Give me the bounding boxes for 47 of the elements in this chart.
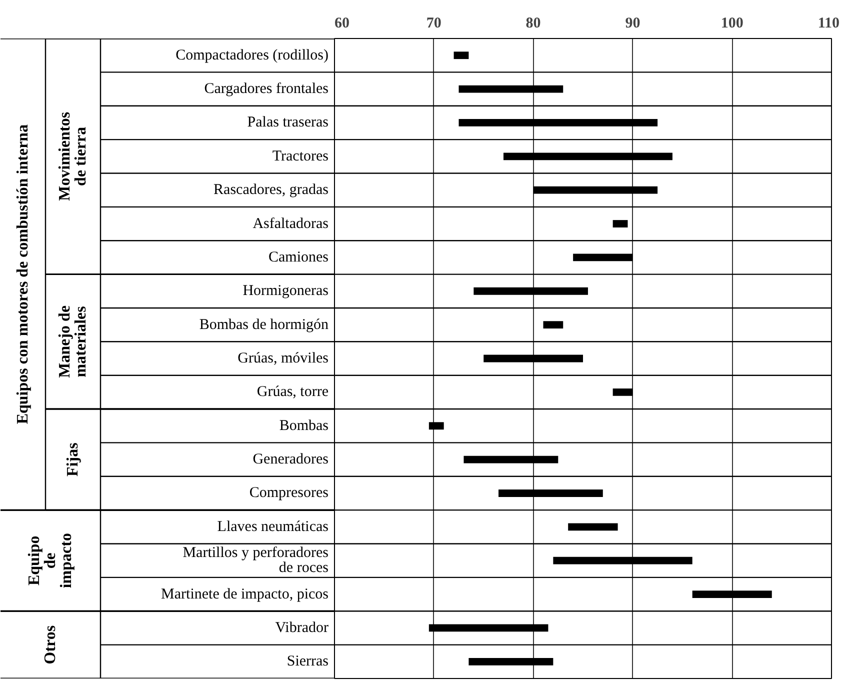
bar: [612, 220, 628, 228]
y-tick-label: Grúas, móviles: [238, 350, 329, 366]
bar: [503, 152, 672, 160]
y-tick-label: Generadores: [252, 452, 329, 468]
x-tick-label: 70: [426, 16, 442, 32]
y-tick-label: Palas traseras: [247, 114, 329, 131]
bar: [468, 658, 554, 666]
y-tick-label: Hormigoneras: [242, 283, 329, 300]
bar: [498, 490, 603, 497]
y-tick-label: Compresores: [249, 485, 329, 502]
x-tick-label: 80: [526, 16, 541, 32]
bar: [612, 388, 633, 396]
bar: [454, 52, 469, 60]
x-tick-label: 110: [818, 16, 840, 32]
y-tick-label: Grúas, torre: [256, 384, 329, 400]
y-tick-label: Cargadores frontales: [204, 81, 329, 98]
y-tick-label: Rascadores, gradas: [214, 182, 329, 198]
bar: [543, 321, 564, 329]
y-tick-label: Llaves neumáticas: [217, 518, 329, 535]
x-tick-label: 100: [720, 16, 744, 32]
bar: [573, 254, 633, 262]
bar: [464, 456, 558, 464]
text: Equipo de impacto: [26, 533, 76, 588]
bar: [474, 287, 588, 295]
y-tick-label: Sierras: [286, 654, 329, 670]
bar: [553, 556, 692, 564]
y-tick-label: Bombas: [279, 418, 329, 434]
y-tick-label: Martinete de impacto, picos: [161, 586, 329, 602]
bar: [533, 186, 658, 194]
x-tick-label: 90: [625, 16, 640, 32]
y-tick-label: Vibrador: [275, 620, 329, 636]
y-tick-label: Camiones: [268, 249, 329, 266]
bar: [484, 354, 583, 362]
x-tick-label: 60: [334, 16, 350, 32]
text: Movimientos de tierra: [56, 112, 90, 201]
text: Equipos con motores de combustión interna: [14, 124, 32, 424]
bar: [458, 85, 564, 93]
y-tick-label: Tractores: [272, 148, 329, 164]
y-tick-label: Asfaltadoras: [252, 216, 329, 232]
text: Otros: [42, 625, 59, 664]
bar: [568, 523, 618, 531]
bar: [458, 119, 658, 126]
text: Manejo de materiales: [56, 305, 90, 378]
y-tick-label: Bombas de hormigón: [199, 316, 329, 333]
text: Fijas: [64, 442, 82, 476]
y-tick-label: Compactadores (rodillos): [176, 47, 329, 64]
y-tick-label: Martillos y perforadores de roces: [182, 545, 329, 576]
